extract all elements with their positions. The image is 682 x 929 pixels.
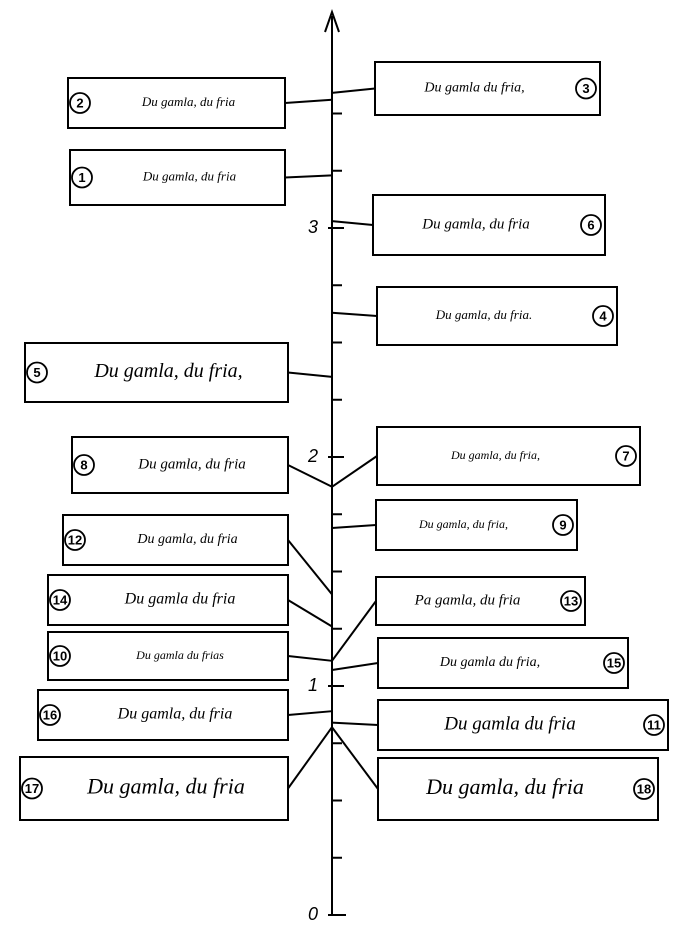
sample-number: 6 (587, 217, 594, 232)
connector (331, 524, 377, 529)
connector (287, 371, 333, 378)
number-circle (21, 777, 43, 800)
sample-box (377, 699, 669, 751)
sample-number: 9 (559, 517, 566, 532)
sample-text: Du gamla, du fria, (93, 360, 242, 382)
sample-box (69, 149, 286, 206)
connector (331, 220, 374, 226)
sample-box (47, 631, 289, 681)
sample-box (377, 757, 659, 821)
connector (287, 726, 333, 790)
sample-number: 4 (599, 308, 607, 323)
connector (287, 539, 333, 596)
sample-box (375, 576, 586, 626)
sample-text: Du gamla, du fria, (450, 448, 540, 462)
sample-text: Du gamla, du fria (141, 94, 236, 109)
connector (284, 98, 333, 104)
number-circle (633, 778, 655, 800)
sample-text: Du gamla du frias (135, 648, 224, 662)
sample-number: 2 (76, 95, 83, 110)
sample-text: Du gamla, du fria (142, 168, 237, 183)
connector (287, 655, 333, 662)
axis-arrow (324, 8, 340, 33)
number-circle (560, 590, 582, 612)
number-circle (592, 305, 614, 327)
sample-box (67, 77, 286, 129)
sample-number: 13 (564, 593, 578, 608)
sample-box (376, 286, 618, 346)
connector (331, 455, 378, 488)
sample-number: 1 (78, 170, 85, 185)
connector (331, 311, 378, 317)
number-circle (575, 77, 597, 100)
connector (331, 662, 379, 671)
sample-text: Pa gamla, du fria (414, 592, 521, 608)
sample-number: 10 (53, 648, 67, 663)
sample-text: Du gamla, du fria (117, 706, 233, 723)
number-circle (26, 361, 48, 384)
number-circle (39, 704, 61, 726)
sample-text: Du gamla, du fria (421, 216, 530, 232)
sample-box (375, 499, 578, 551)
number-circle (643, 714, 665, 736)
sample-text: Du gamla, du fria (86, 774, 245, 799)
sample-text: Du gamla, du fria (425, 774, 584, 799)
sample-box (19, 756, 289, 821)
connector (331, 721, 379, 726)
sample-number: 15 (607, 655, 621, 670)
sample-text: Du gamla du fria, (423, 81, 524, 96)
axis-label: 1 (308, 675, 318, 695)
connector (287, 710, 333, 716)
sample-text: Du gamla du fria (443, 713, 575, 734)
connector (331, 600, 377, 662)
number-circle (71, 166, 93, 189)
axis-label: 0 (308, 904, 318, 924)
sample-number: 8 (80, 457, 87, 472)
sample-text: Du gamla, du fria, (418, 517, 508, 531)
sample-text: Du gamla du fria, (439, 655, 540, 670)
axis-label: 2 (307, 446, 318, 466)
number-circle (73, 454, 95, 476)
sample-text: Du gamla, du fria (136, 532, 237, 547)
sample-number: 12 (68, 532, 82, 547)
sample-box (62, 514, 289, 566)
sample-number: 3 (582, 81, 589, 96)
connector (331, 726, 379, 790)
sample-box (374, 61, 601, 116)
sample-number: 5 (33, 365, 40, 380)
axis-label: 3 (308, 217, 318, 237)
sample-box (372, 194, 606, 256)
connector (331, 87, 376, 94)
sample-text: Du gamla, du fria. (435, 307, 532, 322)
number-circle (49, 645, 71, 667)
connector (284, 174, 333, 179)
number-circle (49, 589, 71, 611)
number-circle (69, 92, 91, 114)
sample-number: 16 (43, 707, 57, 722)
sample-number: 14 (53, 592, 68, 607)
number-circle (603, 652, 625, 674)
sample-box (37, 689, 289, 741)
sample-number: 18 (637, 781, 651, 796)
number-circle (615, 445, 637, 467)
sample-box (376, 426, 641, 486)
sample-text: Du gamla, du fria (137, 456, 246, 472)
number-circle (64, 529, 86, 551)
sample-box (71, 436, 289, 494)
sample-box (47, 574, 289, 626)
number-circle (552, 514, 574, 536)
sample-box (377, 637, 629, 689)
sample-text: Du gamla du fria (124, 591, 236, 608)
sample-number: 17 (25, 781, 39, 796)
sample-box (24, 342, 289, 403)
connector (287, 599, 333, 628)
connector (287, 464, 333, 488)
sample-number: 7 (622, 448, 629, 463)
sample-number: 11 (647, 717, 661, 732)
number-circle (580, 214, 602, 236)
